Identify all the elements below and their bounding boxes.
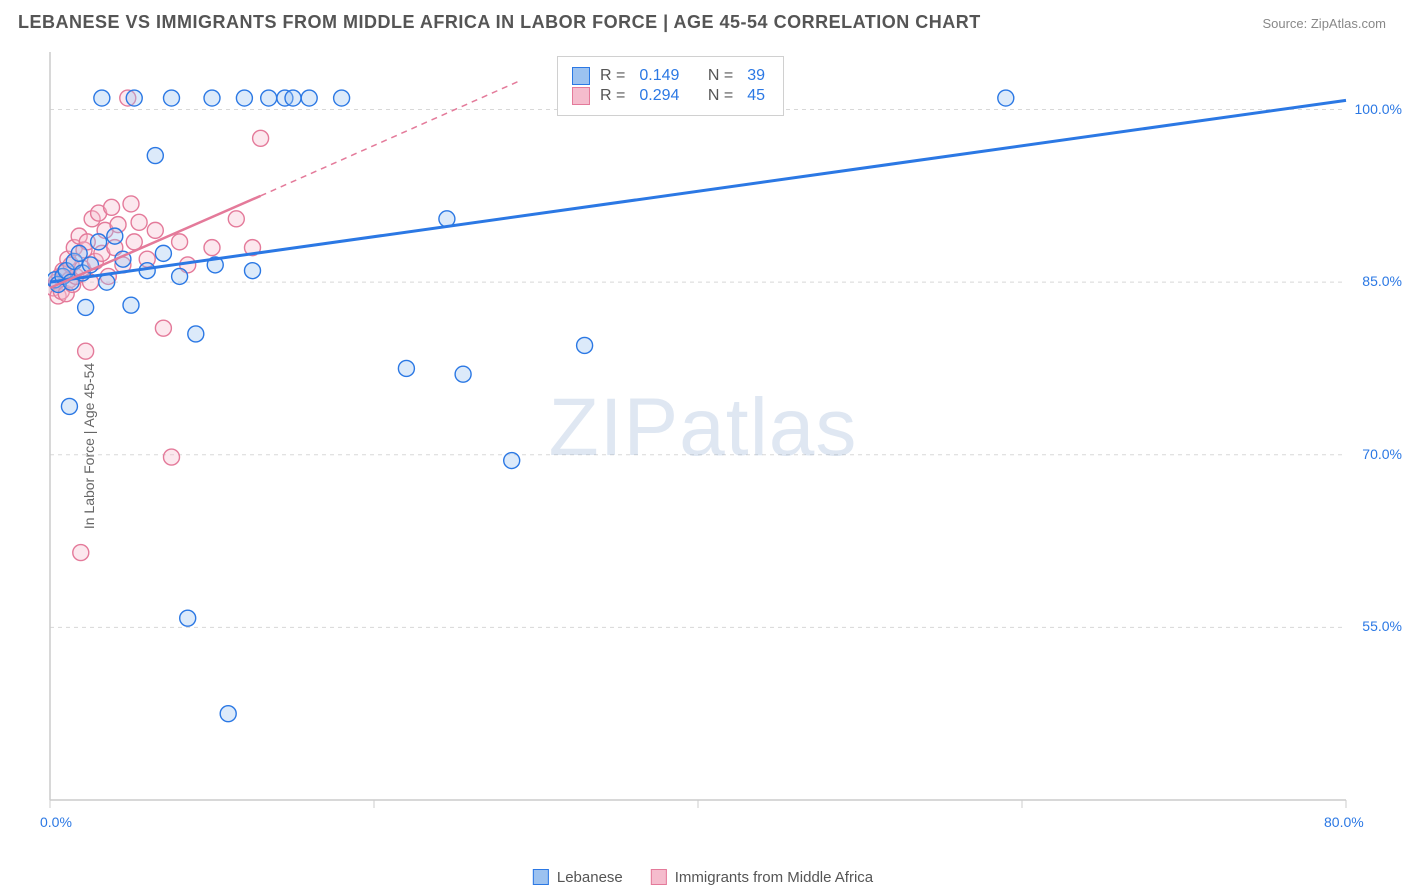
legend-label-middle-africa: Immigrants from Middle Africa — [675, 869, 873, 886]
n-label: N = — [708, 87, 733, 105]
source-attribution: Source: ZipAtlas.com — [1262, 16, 1386, 31]
r-value-middle-africa: 0.294 — [639, 87, 679, 105]
legend: Lebanese Immigrants from Middle Africa — [533, 869, 873, 886]
chart-title: LEBANESE VS IMMIGRANTS FROM MIDDLE AFRIC… — [18, 12, 981, 33]
legend-item-lebanese: Lebanese — [533, 869, 623, 886]
stats-row-middle-africa: R = 0.294 N = 45 — [572, 87, 769, 105]
swatch-lebanese-icon — [572, 67, 590, 85]
scatter-plot: 55.0%70.0%85.0%100.0%0.0%80.0% — [48, 50, 1348, 830]
y-tick-label: 85.0% — [1362, 273, 1402, 289]
swatch-middle-africa-icon — [651, 869, 667, 885]
legend-item-middle-africa: Immigrants from Middle Africa — [651, 869, 873, 886]
r-label: R = — [600, 67, 625, 85]
swatch-middle-africa-icon — [572, 87, 590, 105]
n-value-middle-africa: 45 — [747, 87, 765, 105]
x-tick-label: 0.0% — [40, 814, 72, 830]
y-tick-label: 70.0% — [1362, 446, 1402, 462]
n-label: N = — [708, 67, 733, 85]
n-value-lebanese: 39 — [747, 67, 765, 85]
r-label: R = — [600, 87, 625, 105]
r-value-lebanese: 0.149 — [639, 67, 679, 85]
y-tick-label: 100.0% — [1355, 101, 1402, 117]
y-tick-label: 55.0% — [1362, 618, 1402, 634]
correlation-stats-box: R = 0.149 N = 39 R = 0.294 N = 45 — [557, 56, 784, 116]
stats-row-lebanese: R = 0.149 N = 39 — [572, 67, 769, 85]
legend-label-lebanese: Lebanese — [557, 869, 623, 886]
plot-svg — [48, 50, 1348, 830]
swatch-lebanese-icon — [533, 869, 549, 885]
x-tick-label: 80.0% — [1324, 814, 1364, 830]
